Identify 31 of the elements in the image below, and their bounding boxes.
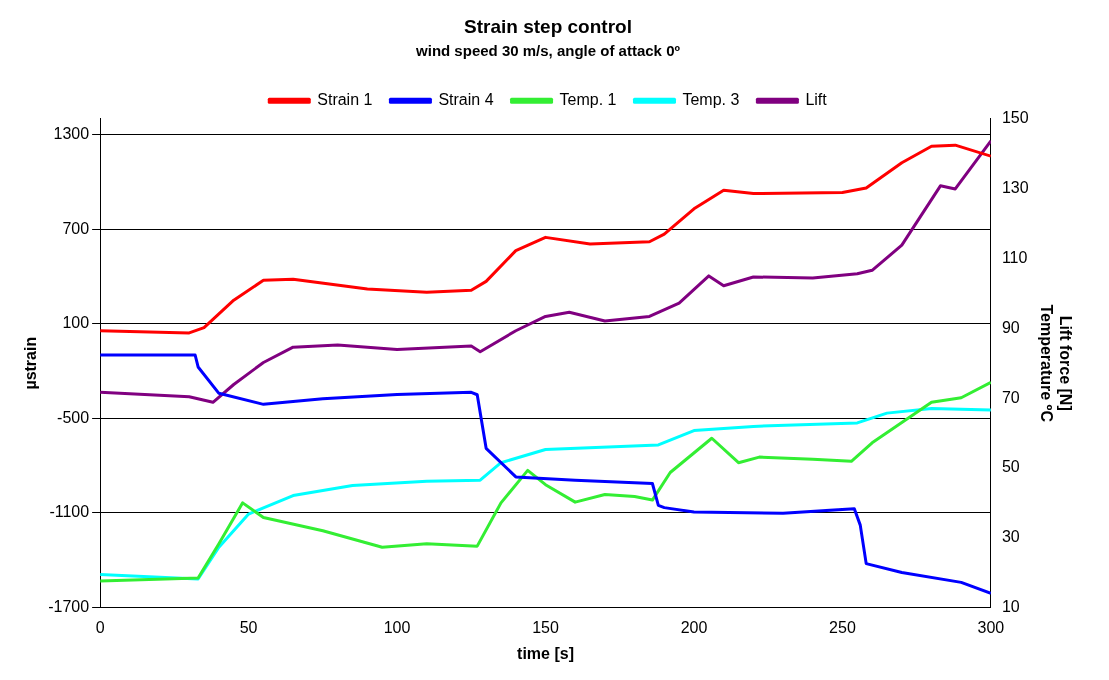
legend-label: Temp. 3 bbox=[682, 91, 740, 109]
y2-tick-label: 150 bbox=[1001, 109, 1029, 127]
x-tick-label: 200 bbox=[680, 618, 708, 636]
x-axis-title: time [s] bbox=[517, 644, 574, 662]
x-tick-label: 250 bbox=[829, 618, 856, 636]
y2-tick-label: 30 bbox=[1001, 528, 1020, 546]
y2-tick-label: 70 bbox=[1001, 388, 1020, 406]
y-tick-label: 100 bbox=[62, 314, 90, 332]
y-tick-label: -1100 bbox=[49, 503, 90, 521]
legend-label: Strain 4 bbox=[438, 91, 494, 109]
x-tick-label: 50 bbox=[239, 618, 258, 636]
y-tick-label: -500 bbox=[57, 408, 90, 426]
legend-label: Strain 1 bbox=[317, 91, 373, 109]
legend-label: Temp. 1 bbox=[559, 91, 617, 109]
y-tick-label: 1300 bbox=[53, 124, 90, 142]
x-tick-label: 300 bbox=[977, 618, 1005, 636]
y2-tick-label: 110 bbox=[1001, 248, 1028, 266]
y2-tick-label: 90 bbox=[1001, 318, 1020, 336]
legend-label: Lift bbox=[805, 91, 828, 109]
chart-title: Strain step control bbox=[464, 15, 632, 37]
y2-axis-title: Lift force [N] Temperature ºC bbox=[1037, 304, 1074, 423]
y-tick-label: 700 bbox=[62, 219, 90, 237]
x-tick-label: 0 bbox=[95, 618, 105, 636]
x-tick-label: 150 bbox=[532, 618, 559, 636]
y2-tick-label: 50 bbox=[1001, 458, 1020, 476]
y2-tick-label: 10 bbox=[1001, 598, 1020, 616]
x-tick-label: 100 bbox=[383, 618, 411, 636]
chart-subtitle: wind speed 30 m/s, angle of attack 0º bbox=[415, 41, 681, 59]
y-axis-title: µstrain bbox=[22, 336, 40, 390]
y-tick-label: -1700 bbox=[48, 598, 90, 616]
y2-tick-label: 130 bbox=[1001, 179, 1029, 197]
